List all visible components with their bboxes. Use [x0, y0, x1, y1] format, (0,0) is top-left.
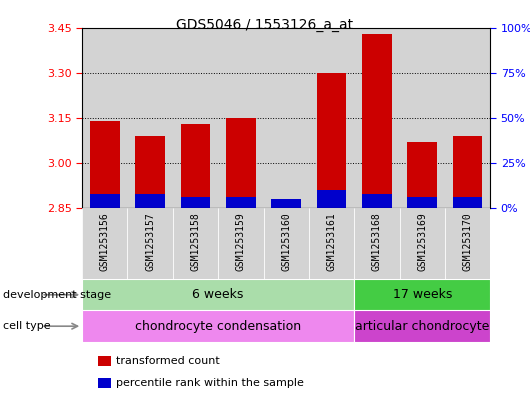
Text: percentile rank within the sample: percentile rank within the sample — [116, 378, 303, 388]
Bar — [309, 28, 354, 208]
Bar — [90, 121, 120, 208]
Bar — [362, 33, 392, 208]
Bar — [408, 197, 437, 208]
Bar — [173, 28, 218, 208]
Text: chondrocyte condensation: chondrocyte condensation — [135, 320, 301, 333]
Bar — [362, 194, 392, 208]
Bar — [317, 190, 346, 208]
Bar — [181, 197, 210, 208]
Bar — [82, 28, 128, 208]
Bar — [354, 208, 400, 279]
Text: development stage: development stage — [3, 290, 111, 300]
Bar — [173, 208, 218, 279]
Bar — [453, 136, 482, 208]
Bar — [400, 208, 445, 279]
Bar — [263, 28, 309, 208]
Bar — [445, 28, 490, 208]
Text: GSM1253157: GSM1253157 — [145, 212, 155, 270]
Bar — [218, 208, 263, 279]
Text: GSM1253159: GSM1253159 — [236, 212, 246, 270]
Bar — [354, 279, 490, 310]
Bar — [181, 124, 210, 208]
Text: transformed count: transformed count — [116, 356, 219, 366]
Bar — [90, 194, 120, 208]
Bar — [271, 199, 301, 208]
Bar — [136, 136, 165, 208]
Bar — [226, 197, 255, 208]
Bar — [82, 310, 354, 342]
Bar — [218, 28, 263, 208]
Bar — [400, 28, 445, 208]
Text: GSM1253156: GSM1253156 — [100, 212, 110, 270]
Bar — [271, 201, 301, 208]
Text: GSM1253170: GSM1253170 — [463, 212, 473, 270]
Bar — [408, 142, 437, 208]
Text: GSM1253158: GSM1253158 — [190, 212, 200, 270]
Bar — [128, 28, 173, 208]
Bar — [82, 208, 128, 279]
Bar — [453, 197, 482, 208]
Text: 6 weeks: 6 weeks — [192, 288, 244, 301]
Text: GSM1253169: GSM1253169 — [417, 212, 427, 270]
Text: 17 weeks: 17 weeks — [393, 288, 452, 301]
Bar — [445, 208, 490, 279]
Bar — [128, 208, 173, 279]
Text: cell type: cell type — [3, 321, 50, 331]
Bar — [317, 73, 346, 208]
Bar — [263, 208, 309, 279]
Text: articular chondrocyte: articular chondrocyte — [355, 320, 489, 333]
Text: GDS5046 / 1553126_a_at: GDS5046 / 1553126_a_at — [176, 18, 354, 32]
Bar — [309, 208, 354, 279]
Bar — [226, 118, 255, 208]
Bar — [354, 310, 490, 342]
Text: GSM1253160: GSM1253160 — [281, 212, 291, 270]
Text: GSM1253168: GSM1253168 — [372, 212, 382, 270]
Text: GSM1253161: GSM1253161 — [326, 212, 337, 270]
Bar — [82, 279, 354, 310]
Bar — [136, 194, 165, 208]
Bar — [354, 28, 400, 208]
